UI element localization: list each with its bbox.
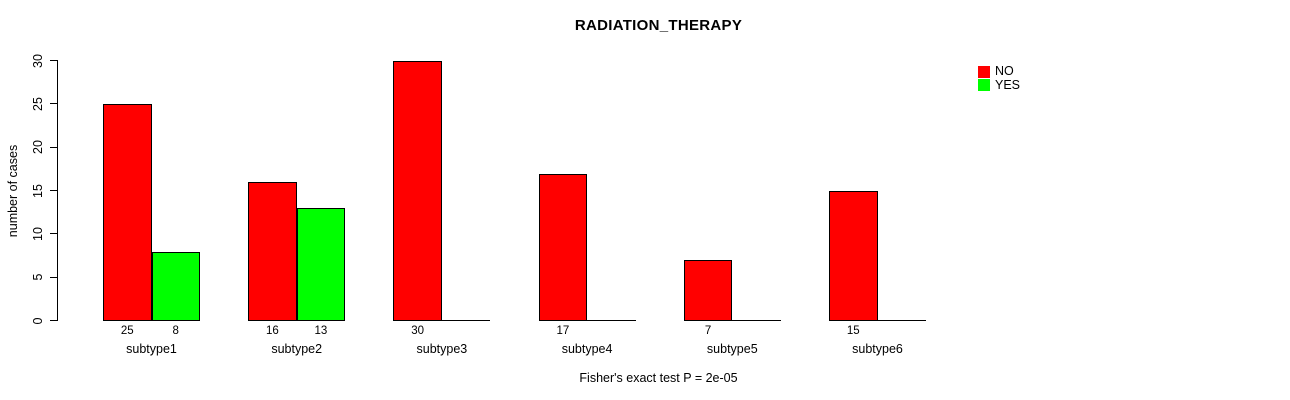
- legend-swatch-yes: [978, 79, 990, 92]
- y-axis-tick: [50, 233, 57, 235]
- bar-yes-subtype3-zero: [441, 320, 491, 321]
- bar-no-subtype4: [538, 173, 588, 321]
- category-label-subtype1: subtype1: [126, 342, 177, 356]
- bar-value-label-no-subtype3: 30: [411, 325, 425, 337]
- y-axis-tick: [50, 103, 57, 105]
- legend: NO YES: [978, 64, 1021, 93]
- bar-value-label-no-subtype1: 25: [120, 325, 134, 337]
- bar-no-subtype2: [248, 182, 297, 321]
- y-axis-tick-label: 30: [31, 53, 45, 68]
- bar-yes-subtype6-zero: [877, 320, 926, 321]
- bar-value-label-yes-subtype2: 13: [314, 325, 328, 337]
- bar-no-subtype3: [393, 61, 442, 321]
- y-axis-line: [57, 60, 58, 321]
- y-axis-tick: [50, 60, 57, 61]
- chart-title: RADIATION_THERAPY: [574, 17, 743, 34]
- category-label-subtype3: subtype3: [416, 342, 468, 356]
- y-axis-tick-label: 15: [31, 183, 45, 198]
- legend-item-no: NO: [978, 64, 1020, 79]
- caption-fisher-test: Fisher's exact test P = 2e-05: [579, 371, 738, 385]
- y-axis-tick-label: 10: [31, 226, 45, 241]
- bar-no-subtype5: [683, 260, 733, 321]
- bar-value-label-no-subtype2: 16: [266, 325, 279, 337]
- y-axis-tick-label: 5: [31, 273, 45, 281]
- bar-value-label-yes-subtype1: 8: [172, 325, 179, 337]
- legend-label-yes: YES: [995, 77, 1021, 92]
- y-axis-label: number of cases: [6, 144, 20, 238]
- category-label-subtype6: subtype6: [852, 342, 903, 356]
- y-axis-tick-label: 0: [31, 317, 45, 324]
- bar-yes-subtype1: [151, 251, 200, 321]
- bar-value-label-no-subtype6: 15: [846, 325, 860, 337]
- category-label-subtype2: subtype2: [271, 342, 323, 356]
- legend-swatch-no: [978, 65, 990, 78]
- bar-value-label-no-subtype4: 17: [556, 325, 570, 337]
- bar-value-label-no-subtype5: 7: [704, 325, 712, 337]
- legend-item-yes: YES: [978, 77, 1021, 93]
- y-axis-tick-label: 20: [31, 140, 45, 155]
- bar-yes-subtype2: [296, 208, 346, 321]
- bar-no-subtype1: [103, 104, 152, 321]
- bar-yes-subtype5-zero: [732, 320, 781, 321]
- category-label-subtype4: subtype4: [561, 342, 613, 356]
- bar-yes-subtype4-zero: [587, 320, 636, 321]
- legend-label-no: NO: [995, 64, 1014, 78]
- y-axis-tick: [50, 320, 57, 321]
- bar-no-subtype6: [829, 191, 878, 321]
- category-label-subtype5: subtype5: [706, 342, 758, 356]
- y-axis-tick: [50, 146, 57, 148]
- y-axis-tick-label: 25: [31, 96, 45, 111]
- y-axis-tick: [50, 276, 57, 278]
- y-axis-tick: [50, 190, 57, 191]
